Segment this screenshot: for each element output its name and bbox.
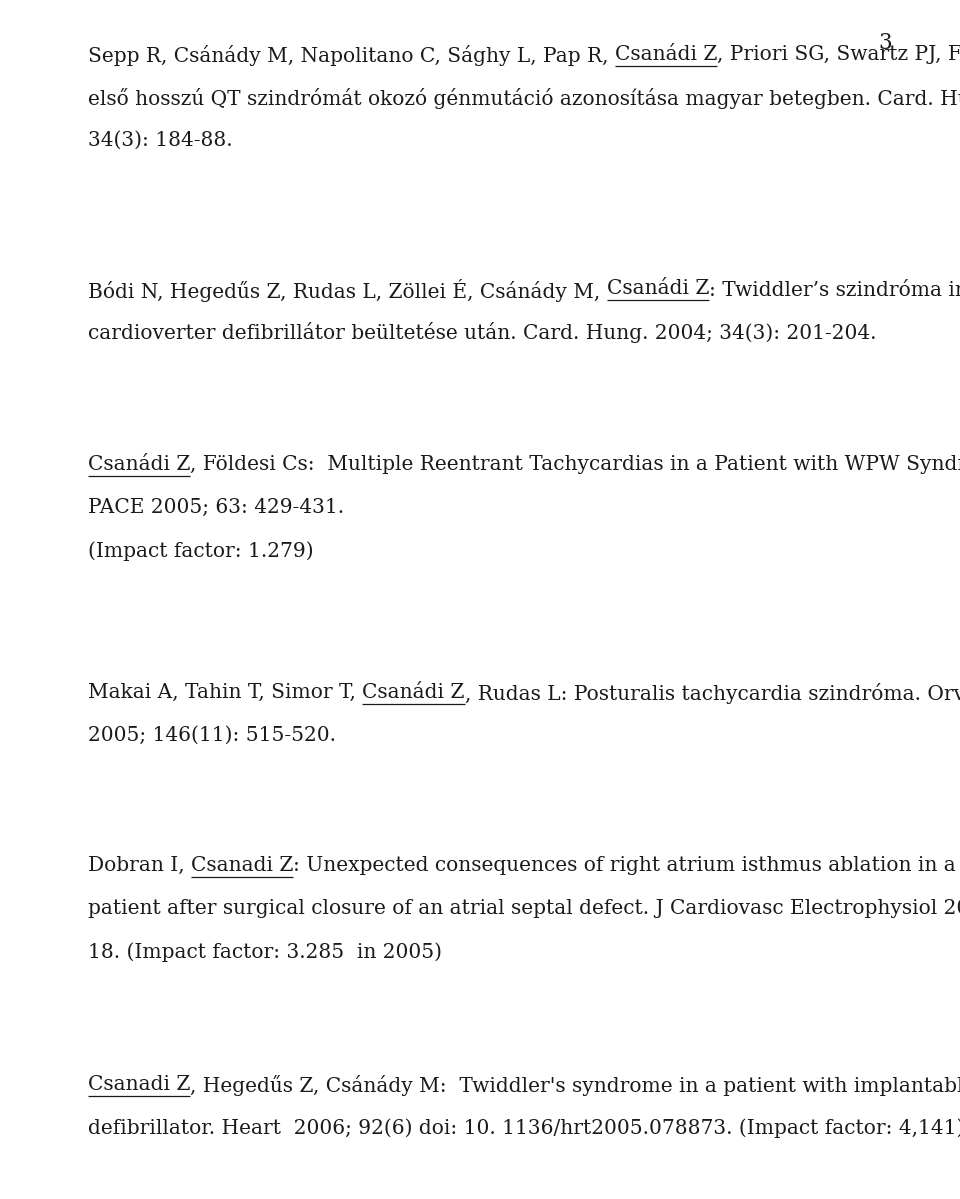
Text: Dobran I,: Dobran I, (88, 856, 191, 875)
Text: Makai A, Tahin T, Simor T,: Makai A, Tahin T, Simor T, (88, 683, 362, 701)
Text: , Rudas L: Posturalis tachycardia szindróma. Orv. Hetil.: , Rudas L: Posturalis tachycardia szindr… (465, 683, 960, 704)
Text: Bódi N, Hegedűs Z, Rudas L, Zöllei É, Csánády M,: Bódi N, Hegedűs Z, Rudas L, Zöllei É, Cs… (88, 279, 607, 302)
Text: 18. (Impact factor: 3.285  in 2005): 18. (Impact factor: 3.285 in 2005) (88, 942, 442, 962)
Text: patient after surgical closure of an atrial septal defect. J Cardiovasc Electrop: patient after surgical closure of an atr… (88, 899, 960, 918)
Text: , Priori SG, Swartz PJ, Forster T: Az: , Priori SG, Swartz PJ, Forster T: Az (717, 46, 960, 64)
Text: Csanádi Z: Csanádi Z (362, 683, 465, 701)
Text: cardioverter defibrillátor beültetése után. Card. Hung. 2004; 34(3): 201-204.: cardioverter defibrillátor beültetése ut… (88, 323, 876, 343)
Text: (Impact factor: 1.279): (Impact factor: 1.279) (88, 541, 314, 561)
Text: 3: 3 (878, 32, 892, 54)
Text: Csanádi Z: Csanádi Z (88, 454, 190, 474)
Text: : Unexpected consequences of right atrium isthmus ablation in a: : Unexpected consequences of right atriu… (294, 856, 956, 875)
Text: Csanádi Z: Csanádi Z (607, 279, 709, 299)
Text: 2005; 146(11): 515-520.: 2005; 146(11): 515-520. (88, 727, 336, 745)
Text: Csanádi Z: Csanádi Z (614, 46, 717, 64)
Text: defibrillator. Heart  2006; 92(6) doi: 10. 1136/hrt2005.078873. (Impact factor: : defibrillator. Heart 2006; 92(6) doi: 10… (88, 1117, 960, 1138)
Text: , Hegedűs Z, Csánády M:  Twiddler's syndrome in a patient with implantable cardi: , Hegedűs Z, Csánády M: Twiddler's syndr… (190, 1076, 960, 1096)
Text: első hosszú QT szindrómát okozó génmutáció azonosítása magyar betegben. Card. Hu: első hosszú QT szindrómát okozó génmutác… (88, 88, 960, 109)
Text: , Földesi Cs:  Multiple Reentrant Tachycardias in a Patient with WPW Syndrome.: , Földesi Cs: Multiple Reentrant Tachyca… (190, 454, 960, 474)
Text: Sepp R, Csánády M, Napolitano C, Sághy L, Pap R,: Sepp R, Csánády M, Napolitano C, Sághy L… (88, 46, 614, 66)
Text: Csanadi Z: Csanadi Z (88, 1076, 190, 1093)
Text: : Twiddler’s szindróma implantábilis: : Twiddler’s szindróma implantábilis (709, 279, 960, 300)
Text: 34(3): 184-88.: 34(3): 184-88. (88, 131, 232, 150)
Text: PACE 2005; 63: 429-431.: PACE 2005; 63: 429-431. (88, 498, 344, 517)
Text: Csanadi Z: Csanadi Z (191, 856, 294, 875)
